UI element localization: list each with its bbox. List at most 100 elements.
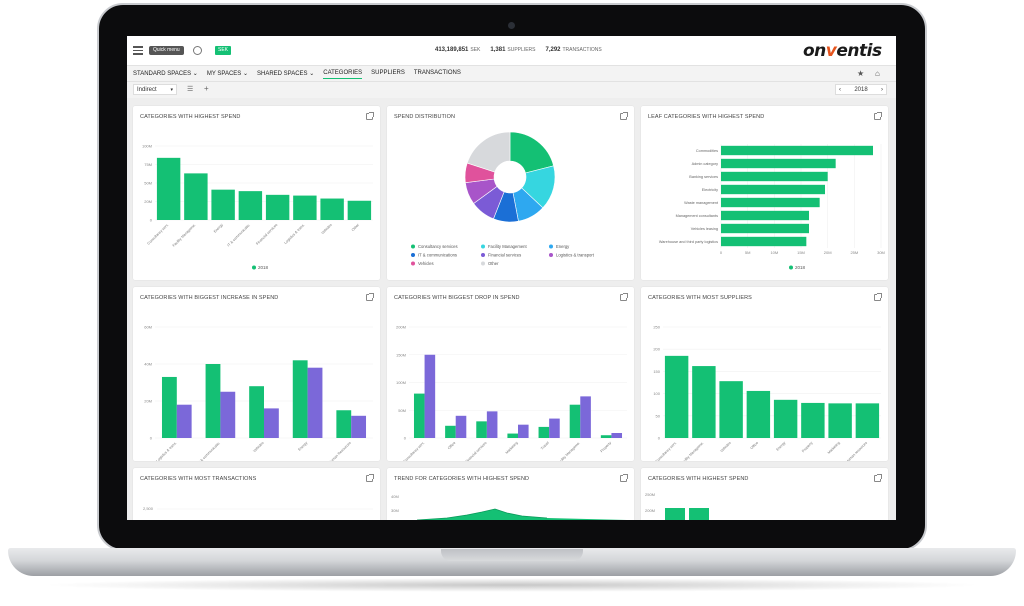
quick-menu-button[interactable]: Quick menu (149, 46, 184, 55)
next-year-icon[interactable]: › (881, 87, 883, 93)
y-tick-label: 100M (142, 144, 152, 149)
card-title: CATEGORIES WITH BIGGEST DROP IN SPEND (394, 295, 520, 301)
card-title: CATEGORIES WITH BIGGEST INCREASE IN SPEN… (140, 295, 279, 301)
y-tick-label: Warehouse and third party logistics (659, 240, 718, 244)
legend-label: 2018 (795, 265, 806, 270)
x-tick-label: Consultancy serv. (654, 441, 677, 461)
nav-tab-categories[interactable]: CATEGORIES (323, 70, 363, 79)
bar (855, 403, 880, 438)
y-tick-label: 2,500 (143, 506, 154, 511)
chat-icon[interactable] (193, 46, 202, 55)
filter-icon[interactable]: ☰ (187, 86, 194, 93)
x-tick-label: 25M (850, 250, 858, 255)
bar (220, 391, 236, 438)
bar (445, 425, 456, 438)
y-tick-label: 30M (391, 508, 399, 513)
nav-tab-transactions[interactable]: TRANSACTIONS (413, 70, 461, 76)
pie-slice (509, 131, 554, 174)
card-title: CATEGORIES WITH HIGHEST SPEND (648, 476, 749, 482)
bar (721, 223, 809, 234)
x-tick-label: Travel (540, 441, 550, 451)
y-tick-label: 250 (653, 325, 660, 330)
chart-highest-spend-2: 250M 200M (645, 492, 709, 520)
y-tick-label: 150 (653, 369, 660, 374)
hamburger-menu-icon[interactable] (133, 46, 143, 56)
nav-tab-suppliers[interactable]: SUPPLIERS (371, 70, 405, 76)
category-dropdown[interactable]: Indirect ▾ (133, 84, 177, 95)
nav-tab-my-spaces[interactable]: MY SPACES ⌄ (206, 71, 248, 77)
legend-label: Energy (556, 244, 570, 249)
bar (347, 200, 372, 220)
y-tick-label: 40M (391, 494, 399, 499)
y-tick-label: 50M (144, 181, 152, 186)
prev-year-icon[interactable]: ‹ (839, 87, 841, 93)
card-trend: TREND FOR CATEGORIES WITH HIGHEST SPEND … (387, 468, 634, 520)
bar (665, 508, 685, 520)
bar (721, 184, 825, 195)
open-external-icon[interactable] (620, 293, 628, 301)
bar (307, 367, 323, 438)
home-icon[interactable]: ⌂ (875, 69, 880, 78)
x-tick-label: Human resources (845, 441, 868, 461)
open-external-icon[interactable] (874, 474, 882, 482)
open-external-icon[interactable] (620, 112, 628, 120)
chart-trend: 40M 30M (391, 494, 627, 520)
card-title: CATEGORIES WITH MOST SUPPLIERS (648, 295, 752, 301)
open-external-icon[interactable] (874, 112, 882, 120)
y-tick-label: 0 (404, 436, 407, 441)
x-tick-label: 30M (877, 250, 885, 255)
y-tick-label: 200M (645, 508, 655, 513)
bar (476, 421, 487, 438)
bar (249, 386, 264, 438)
bar (721, 197, 820, 208)
open-external-icon[interactable] (874, 293, 882, 301)
legend-swatch (411, 244, 415, 249)
x-tick-label: Property (801, 441, 814, 454)
legend-label: 2018 (258, 265, 269, 270)
bar (746, 390, 771, 438)
y-tick-label: Banking services (689, 175, 718, 179)
legend-swatch (411, 261, 415, 266)
x-tick-label: IT & communicatio. (227, 223, 252, 248)
open-external-icon[interactable] (366, 293, 374, 301)
y-tick-label: 250M (645, 492, 655, 497)
x-tick-label: IT & communicatio. (197, 441, 222, 461)
y-tick-label: 20M (144, 199, 152, 204)
summary-stats: 413,189,851 SEK 1,381 SUPPLIERS 7,292 TRANS… (435, 47, 602, 53)
x-tick-label: 0 (720, 250, 723, 255)
y-tick-label: Waste management (684, 201, 719, 205)
legend-label: Other (488, 261, 499, 266)
x-tick-label: 5M (745, 250, 751, 255)
y-tick-label: 0 (658, 436, 661, 441)
open-external-icon[interactable] (620, 474, 628, 482)
x-tick-label: Office (750, 441, 759, 450)
card-biggest-drop: CATEGORIES WITH BIGGEST DROP IN SPEND 0 5… (387, 287, 634, 461)
laptop-shadow (40, 578, 984, 592)
star-icon[interactable]: ★ (857, 69, 865, 78)
onventis-logo: onventis (803, 41, 882, 61)
bar (205, 364, 221, 438)
card-title: TREND FOR CATEGORIES WITH HIGHEST SPEND (394, 476, 530, 482)
card-title: SPEND DISTRIBUTION (394, 114, 456, 120)
nav-tabs: STANDARD SPACES ⌄ MY SPACES ⌄ SHARED SPACE… (133, 70, 461, 79)
nav-tab-shared-spaces[interactable]: SHARED SPACES ⌄ (256, 71, 315, 77)
y-tick-label: 50 (656, 413, 661, 418)
year-selector[interactable]: ‹ 2018 › (835, 84, 887, 95)
card-most-suppliers: CATEGORIES WITH MOST SUPPLIERS 0 50 100 150… (641, 287, 888, 461)
bar (161, 376, 177, 438)
x-tick-label: Logistics & trans. (155, 441, 177, 461)
y-tick-label: 150M (396, 352, 406, 357)
nav-tab-standard-spaces[interactable]: STANDARD SPACES ⌄ (133, 71, 198, 77)
x-tick-label: Vehicles (720, 441, 732, 453)
chart-biggest-increase: 0 20M 40M 60M Logistics & trans. IT & communi… (144, 325, 373, 461)
card-title: CATEGORIES WITH HIGHEST SPEND (140, 114, 241, 120)
filter-bar: Indirect ▾ ☰ + ‹ 2018 › (127, 82, 896, 98)
bar (721, 236, 807, 247)
add-icon[interactable]: + (204, 84, 209, 93)
open-external-icon[interactable] (366, 474, 374, 482)
x-tick-label: Human Resources (328, 441, 352, 461)
bar (184, 173, 208, 220)
card-biggest-increase: CATEGORIES WITH BIGGEST INCREASE IN SPEN… (133, 287, 380, 461)
open-external-icon[interactable] (366, 112, 374, 120)
x-tick-label: Financial services (255, 223, 278, 246)
